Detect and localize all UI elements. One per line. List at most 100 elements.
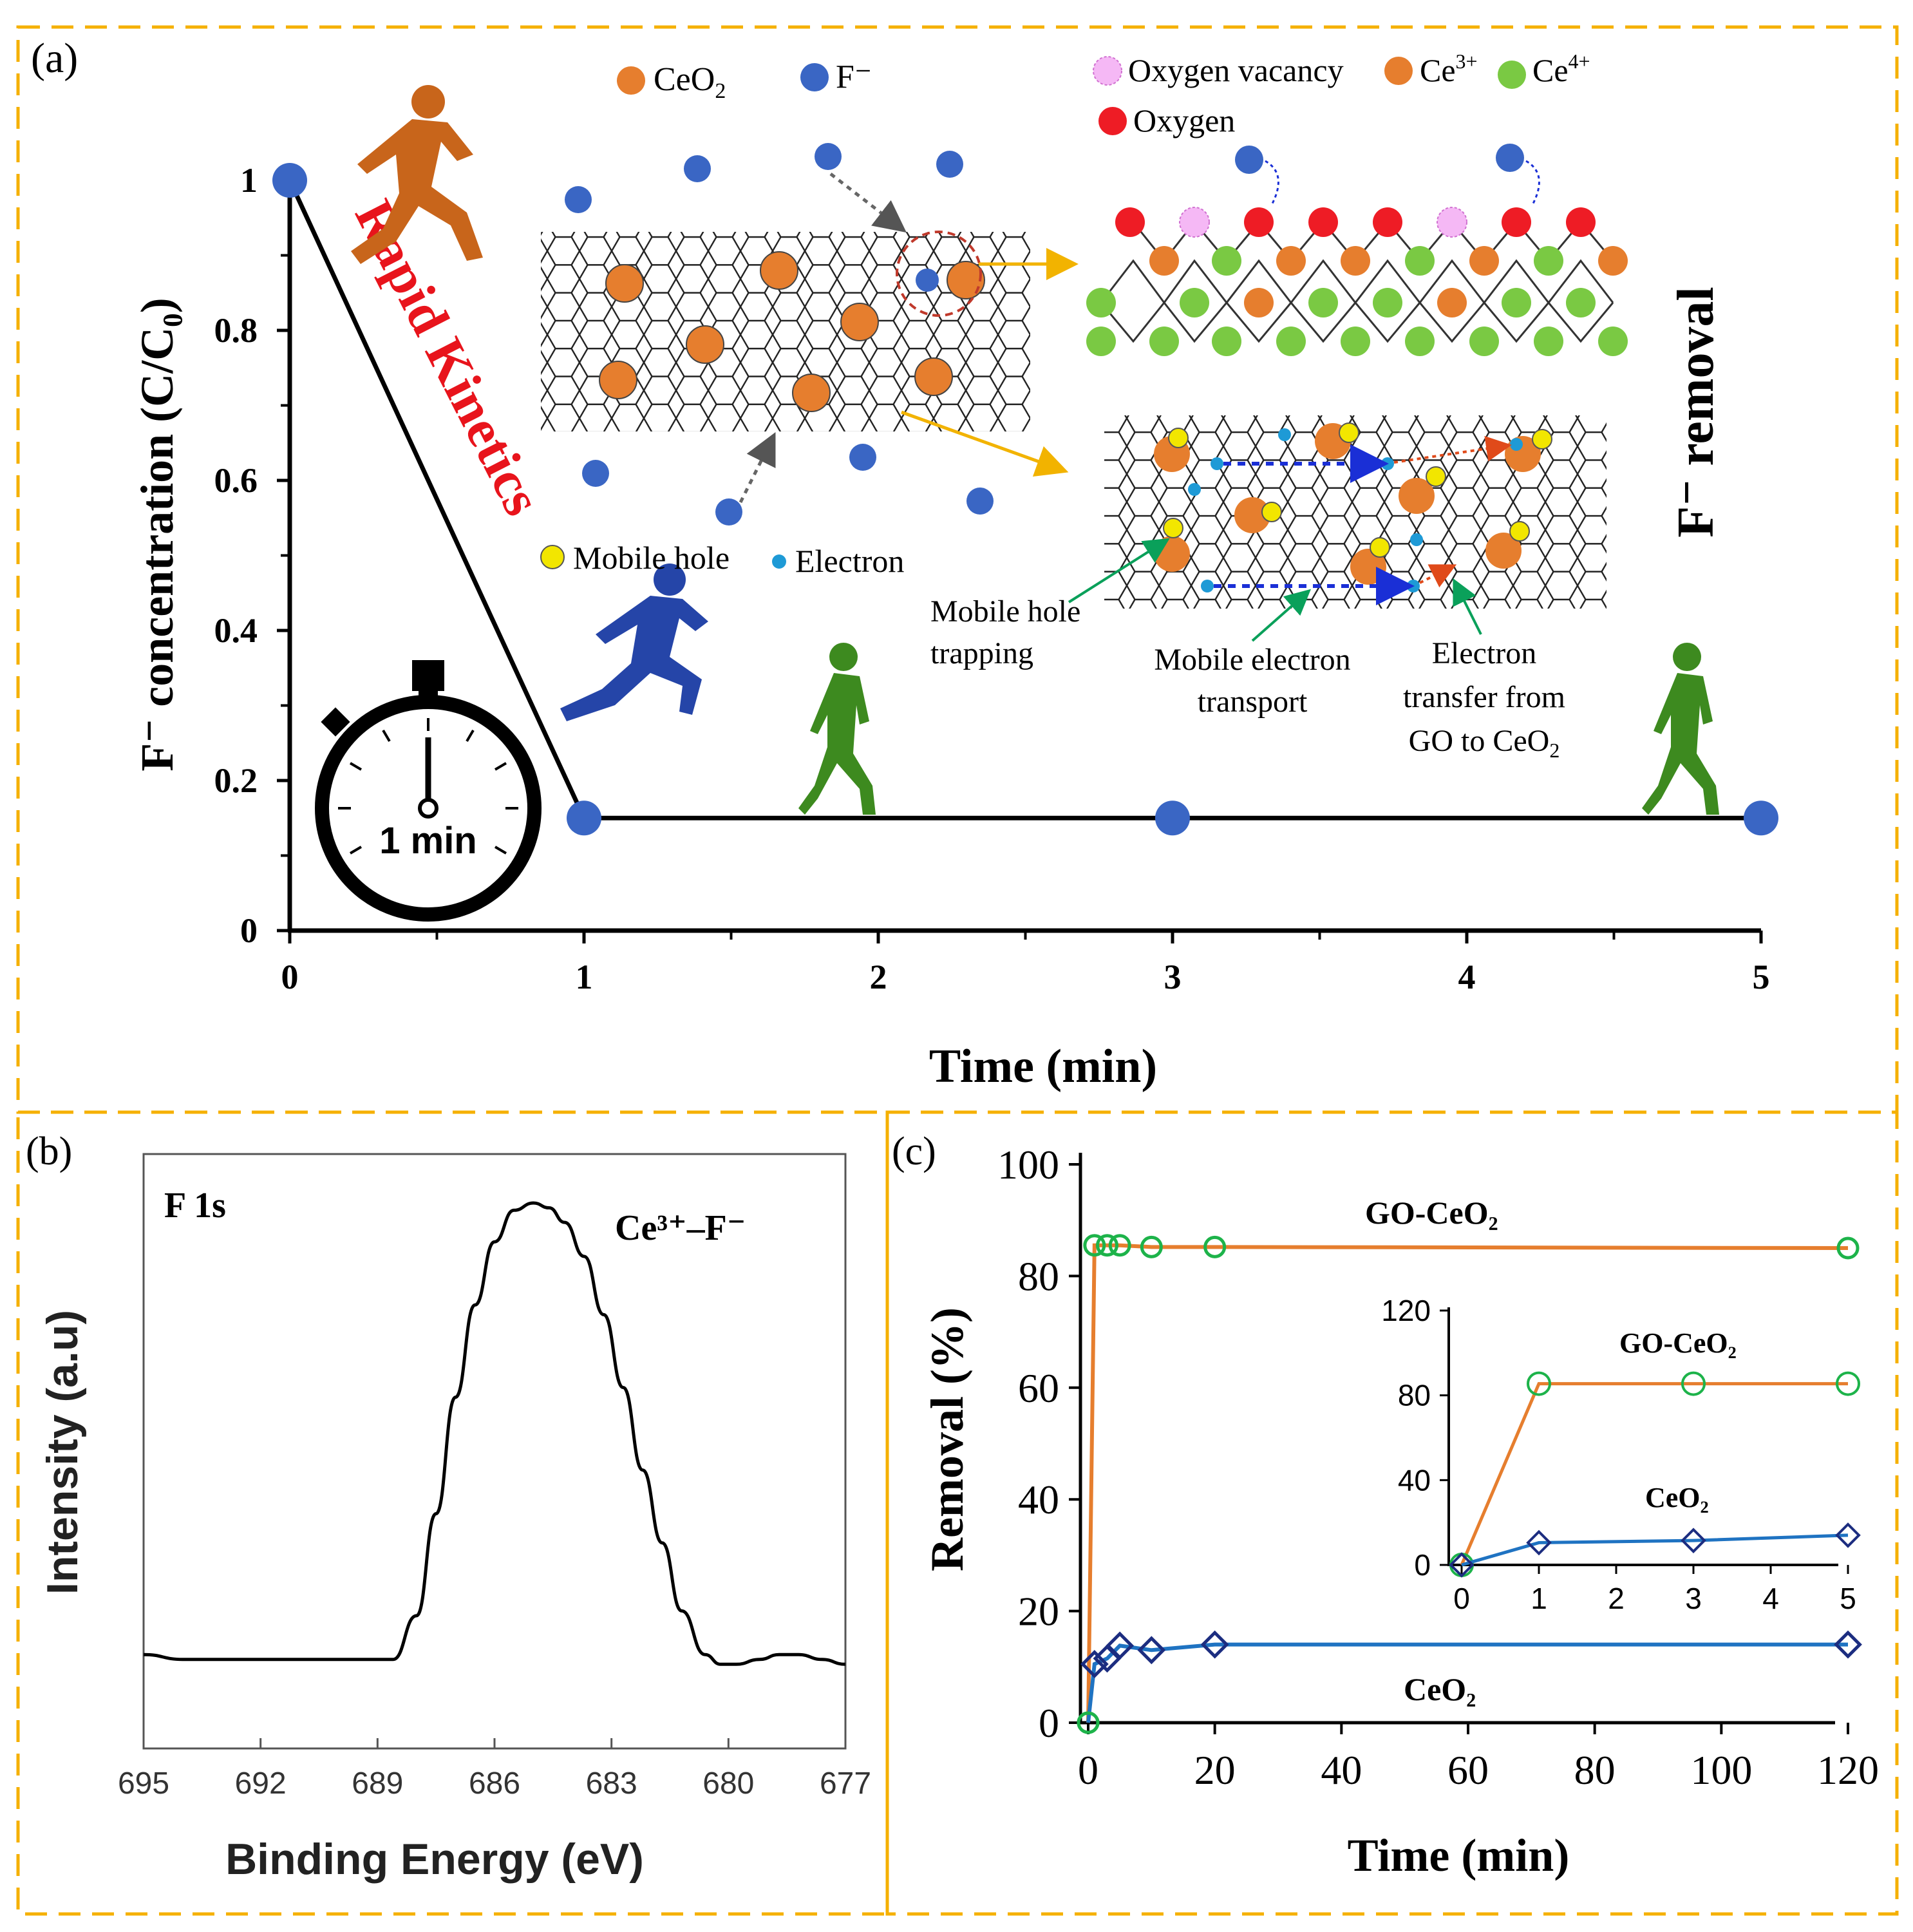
legend-top: CeO2 F⁻ [617, 59, 872, 103]
panel-c-line [1086, 1243, 1849, 1723]
inset-xtick-label: 3 [1685, 1582, 1702, 1615]
panel-a-xtick-label: 0 [281, 958, 299, 996]
panel-c-label-goceo2: GO-CeO₂ [1365, 1195, 1498, 1231]
mechanism-annotations: Mobile hole trapping Mobile electron tra… [930, 594, 1565, 762]
panel-c-marker [1106, 1631, 1135, 1660]
panel-b-xtick-label: 695 [118, 1766, 169, 1801]
panel-b-xlabel: Binding Energy (eV) [225, 1835, 644, 1884]
panel-a-label: (a) [31, 35, 78, 82]
panel-c-label-ceo2: CeO₂ [1404, 1671, 1476, 1707]
panel-c-xtick-label: 120 [1817, 1747, 1879, 1793]
panel-c-marker [1137, 1636, 1166, 1665]
runner-green-icon [798, 643, 876, 815]
panel-a-point [1744, 800, 1778, 836]
panel-b-xtick-label: 680 [702, 1766, 754, 1801]
legend-ovac-label: Oxygen vacancy [1128, 52, 1344, 88]
panel-a-point [1155, 800, 1190, 836]
panel-b-ticks [142, 1738, 847, 1748]
legend-carrier: Mobile hole Electron [540, 540, 904, 579]
panel-a-point [272, 163, 307, 198]
panel-c-marker [1083, 1234, 1106, 1257]
panel-b: (b) 695 692 689 686 683 680 677 F 1s Ce³⁺–F⁻ B… [26, 1130, 871, 1884]
annotation-e-transfer-3: GO to CeO2 [1409, 724, 1560, 762]
panel-c-xlabel: Time (min) [1348, 1830, 1570, 1881]
inset-series [1449, 1371, 1861, 1578]
legend-fion-swatch [800, 63, 829, 91]
panel-a-xtick-label: 5 [1753, 958, 1770, 996]
panel-b-peak-label: Ce³⁺–F⁻ [615, 1208, 746, 1248]
panel-a: (a) 0 1 2 3 4 5 0 0.2 0.4 0.6 0.8 1 Time (min) F⁻ c… [31, 35, 1778, 1093]
panel-c-label: (c) [892, 1130, 936, 1173]
panel-a-point [567, 800, 601, 836]
panel-a-ylabel: F⁻ concentration (C/C₀) [131, 298, 183, 771]
panel-c-marker [1203, 1235, 1227, 1258]
runner-green-right-icon [1642, 643, 1719, 815]
inset-xtick-label: 1 [1531, 1582, 1547, 1615]
panel-c-marker [1834, 1630, 1862, 1659]
legend-ceo2-label: CeO2 [654, 61, 726, 103]
annotation-e-transport-1: Mobile electron [1154, 643, 1350, 677]
graphene-sheet-left [541, 231, 1030, 431]
panel-c-ticks [1069, 1163, 1849, 1734]
inset-xtick-label: 0 [1453, 1582, 1470, 1615]
panel-b-xtick-label: 692 [235, 1766, 287, 1801]
inset-line [1460, 1382, 1848, 1566]
inset-xtick-label: 4 [1762, 1582, 1779, 1615]
panel-a-ytick-label: 1 [240, 161, 258, 200]
panel-c-ytick-label: 80 [1018, 1253, 1059, 1299]
inset-marker [1681, 1528, 1706, 1553]
panel-c-marker [1080, 1650, 1109, 1678]
panel-b-xtick-label: 677 [820, 1766, 871, 1801]
graphene-sheet-right [1104, 415, 1607, 609]
panel-a-ytick-label: 0.4 [214, 611, 258, 650]
panel-b-element: F 1s [164, 1186, 226, 1226]
inset-ytick-label: 120 [1381, 1294, 1431, 1327]
panel-c-ytick-label: 60 [1018, 1365, 1059, 1411]
timer-label: 1 min [379, 820, 477, 862]
panel-c-xtick-label: 100 [1690, 1747, 1752, 1793]
panel-c-series [1077, 1234, 1862, 1734]
inset-ytick-label: 0 [1414, 1548, 1431, 1582]
inset-xtick-label: 5 [1840, 1582, 1856, 1615]
panel-a-xtick-label: 4 [1458, 958, 1476, 996]
panel-b-spectrum-line [143, 1201, 846, 1666]
panel-a-ticks [277, 178, 1763, 943]
panel-c-xtick-label: 80 [1574, 1747, 1616, 1793]
panel-c-ytick-label: 100 [997, 1142, 1059, 1188]
inset-tick-labels: 0 1 2 3 4 5 0 40 80 120 [1381, 1294, 1856, 1615]
inset-ytick-label: 40 [1398, 1463, 1431, 1497]
inset-xtick-label: 2 [1608, 1582, 1625, 1615]
panel-c-marker [1077, 1711, 1100, 1734]
legend-electron-label: Electron [795, 543, 904, 579]
annotation-hole-trap-1: Mobile hole [930, 594, 1080, 629]
panel-c-line [1086, 1642, 1848, 1723]
free-fluoride-ions [565, 143, 994, 526]
legend-ce3-label: Ce3+ [1420, 50, 1478, 88]
panel-b-xtick-label: 686 [469, 1766, 520, 1801]
legend-lattice: Oxygen vacancy Ce3+ Ce4+ Oxygen [1093, 50, 1590, 138]
legend-hole-label: Mobile hole [573, 540, 730, 576]
runner-orange-icon [351, 85, 483, 264]
panel-c-marker [1096, 1234, 1118, 1257]
panel-a-xtick-label: 3 [1164, 958, 1182, 996]
panel-a-xlabel: Time (min) [929, 1040, 1157, 1093]
inset-label-goceo2: GO-CeO₂ [1619, 1327, 1737, 1359]
annotation-e-transport-2: transport [1198, 685, 1308, 719]
inset-ticks [1440, 1309, 1849, 1574]
panel-a-ytick-label: 0.2 [214, 761, 258, 800]
inset-marker [1526, 1530, 1552, 1556]
panel-a-points [272, 163, 1778, 836]
legend-ce4-label: Ce4+ [1532, 50, 1590, 88]
panel-b-xtick-label: 689 [352, 1766, 403, 1801]
panel-a-xtick-label: 2 [870, 958, 887, 996]
panel-c-xtick-label: 20 [1194, 1747, 1236, 1793]
panel-a-xtick-label: 1 [576, 958, 593, 996]
inset-label-ceo2: CeO₂ [1645, 1482, 1709, 1513]
ceria-lattice [1086, 144, 1628, 356]
panel-b-ylabel: Intensity (a.u) [38, 1310, 87, 1595]
panel-a-series-line [287, 179, 1761, 820]
panel-a-side-title: F⁻ removal [1668, 287, 1724, 538]
